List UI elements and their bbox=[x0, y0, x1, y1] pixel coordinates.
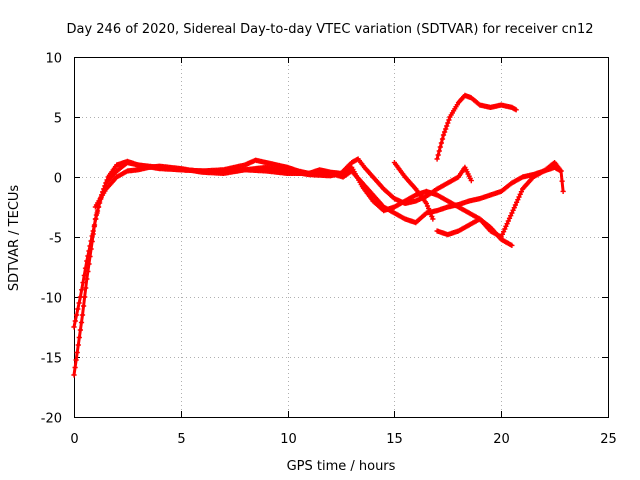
data-point bbox=[94, 210, 100, 216]
data-point bbox=[90, 228, 96, 234]
x-tick-label: 10 bbox=[280, 432, 297, 447]
data-point bbox=[83, 285, 89, 291]
data-point bbox=[558, 168, 564, 174]
grid-lines bbox=[74, 57, 608, 417]
data-point bbox=[439, 136, 446, 142]
data-point bbox=[71, 372, 77, 378]
data-point bbox=[74, 349, 80, 356]
series-track-2 bbox=[71, 156, 474, 330]
data-point bbox=[444, 123, 450, 129]
data-point bbox=[77, 327, 83, 333]
data-point bbox=[509, 242, 515, 248]
y-axis-label: SDTVAR / TECUs bbox=[7, 185, 22, 292]
data-point bbox=[76, 334, 82, 341]
data-point bbox=[77, 294, 83, 300]
series-track-1 bbox=[71, 158, 566, 378]
y-tick-label: 5 bbox=[54, 112, 62, 127]
x-tick-label: 20 bbox=[493, 432, 510, 447]
data-point bbox=[79, 312, 86, 318]
chart-title: Day 246 of 2020, Sidereal Day-to-day VTE… bbox=[66, 22, 593, 37]
data-point bbox=[504, 221, 510, 227]
series-track-4 bbox=[391, 160, 436, 222]
data-point bbox=[438, 140, 444, 146]
data-point bbox=[430, 216, 436, 222]
data-point bbox=[502, 226, 508, 232]
data-point bbox=[434, 156, 440, 162]
data-point bbox=[512, 202, 518, 208]
data-point bbox=[511, 205, 517, 211]
data-point bbox=[80, 280, 86, 286]
x-tick-label: 5 bbox=[177, 432, 185, 447]
data-point bbox=[515, 197, 521, 203]
data-point bbox=[81, 272, 87, 278]
data-point bbox=[560, 188, 566, 194]
x-tick-label: 0 bbox=[70, 432, 78, 447]
data-point bbox=[93, 216, 99, 222]
data-point bbox=[78, 319, 85, 326]
data-point bbox=[79, 287, 85, 293]
data-point bbox=[559, 178, 565, 184]
series-track-3 bbox=[92, 163, 515, 248]
axis-ticks: 0 5 10 15 20 25 -20 -15 -10 -5 0 5 10 bbox=[41, 52, 617, 448]
data-point bbox=[87, 243, 93, 249]
data-point bbox=[442, 129, 448, 135]
data-point bbox=[426, 206, 432, 212]
y-tick-label: -5 bbox=[49, 232, 62, 247]
series-track-6 bbox=[434, 160, 564, 240]
data-point bbox=[71, 324, 77, 330]
data-point bbox=[72, 364, 78, 371]
data-point bbox=[468, 178, 474, 184]
data-point bbox=[82, 265, 89, 271]
data-point bbox=[85, 253, 91, 259]
data-point bbox=[445, 120, 451, 126]
data-point bbox=[81, 303, 87, 309]
y-tick-label: -20 bbox=[41, 412, 62, 427]
data-point bbox=[88, 238, 94, 244]
data-point bbox=[72, 318, 78, 324]
data-point bbox=[435, 152, 441, 158]
data-point bbox=[505, 218, 511, 224]
data-point bbox=[75, 342, 81, 348]
data-point bbox=[91, 222, 98, 228]
x-axis-label: GPS time / hours bbox=[287, 459, 396, 474]
data-point bbox=[443, 126, 449, 132]
data-point bbox=[508, 213, 514, 219]
y-tick-label: -15 bbox=[41, 352, 62, 367]
data-point bbox=[501, 229, 507, 235]
data-point bbox=[513, 107, 519, 113]
data-point bbox=[437, 144, 443, 150]
data-point bbox=[84, 258, 90, 264]
y-tick-label: -10 bbox=[41, 292, 62, 307]
y-tick-label: 0 bbox=[54, 172, 62, 187]
data-point bbox=[73, 357, 79, 363]
data-point bbox=[446, 117, 452, 123]
data-series bbox=[71, 92, 566, 378]
data-point bbox=[75, 306, 81, 312]
data-point bbox=[516, 194, 522, 200]
data-point bbox=[86, 248, 92, 254]
data-point bbox=[74, 312, 80, 318]
data-point bbox=[76, 300, 82, 306]
series-track-5 bbox=[434, 92, 519, 162]
data-point bbox=[436, 148, 442, 154]
data-point bbox=[440, 132, 447, 138]
data-point bbox=[509, 210, 515, 216]
x-tick-label: 25 bbox=[600, 432, 617, 447]
x-tick-label: 15 bbox=[386, 432, 403, 447]
y-tick-label: 10 bbox=[45, 52, 62, 67]
data-point bbox=[518, 189, 524, 195]
data-point bbox=[89, 233, 95, 239]
data-point bbox=[498, 234, 504, 240]
